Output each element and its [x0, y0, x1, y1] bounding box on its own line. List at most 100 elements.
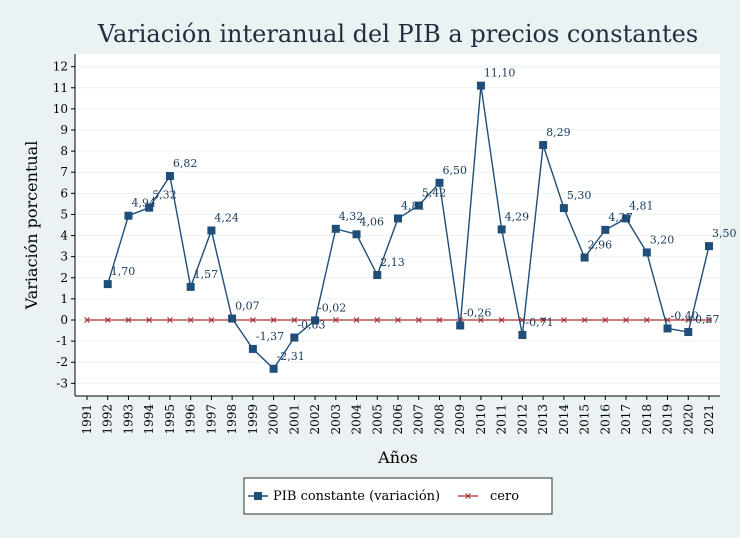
point-x-stroke	[436, 317, 443, 323]
x-tick-label: 2018	[640, 404, 654, 435]
point-pib	[352, 230, 361, 239]
point-x-stroke	[374, 317, 381, 323]
point-cero	[436, 317, 443, 323]
data-label: -1,37	[256, 330, 284, 343]
point-x-stroke	[540, 317, 547, 323]
x-tick-label: 2016	[598, 404, 612, 435]
point-x-stroke	[187, 317, 194, 323]
data-label: -0,83	[297, 319, 325, 332]
data-label: -0,71	[525, 316, 553, 329]
point-pib	[518, 330, 527, 339]
x-tick-label: 2014	[557, 404, 571, 435]
plot-area	[75, 54, 720, 396]
point-x-stroke	[498, 317, 505, 323]
legend: PIB constante (variación) cero	[243, 477, 553, 515]
x-tick-label: 2019	[661, 404, 675, 435]
point-pib	[622, 214, 631, 223]
x-tick-label: 2008	[432, 404, 446, 435]
point-cero	[270, 317, 277, 323]
data-label: 4,32	[339, 210, 364, 223]
point-pib	[290, 333, 299, 342]
point-cero	[125, 317, 132, 323]
data-label: 3,20	[650, 233, 675, 246]
point-x-stroke	[602, 317, 609, 323]
data-label: 6,82	[173, 157, 198, 170]
x-tick-label: 2003	[329, 404, 343, 435]
y-tick-label: -1	[56, 334, 68, 348]
data-label: 3,50	[712, 227, 737, 240]
x-tick-label: 2015	[578, 404, 592, 435]
y-tick-label: 5	[60, 207, 68, 221]
point-cero	[374, 317, 381, 323]
data-label: -0,26	[463, 306, 491, 319]
y-tick-label: -3	[56, 376, 68, 390]
data-label: 4,29	[505, 210, 529, 223]
data-label: 4,81	[629, 199, 654, 212]
data-label: 5,32	[152, 189, 177, 202]
point-pib	[684, 328, 693, 337]
point-x-stroke	[84, 317, 90, 323]
point-pib	[145, 203, 154, 212]
series-pib	[103, 81, 713, 373]
point-pib	[642, 248, 651, 257]
x-tick-label: 2020	[681, 404, 695, 435]
x-tick-label: 2004	[350, 404, 364, 435]
y-tick-label: -2	[56, 355, 68, 369]
point-pib	[705, 242, 713, 251]
point-cero	[208, 317, 215, 323]
x-axis: 1991 1992 1993 1994 1995 1996 1997 1998 1999 2000…	[75, 395, 720, 435]
x-tick-label: 1998	[225, 404, 239, 435]
data-label: 4,06	[360, 215, 385, 228]
point-pib	[124, 211, 133, 220]
x-tick-label: 1999	[246, 404, 260, 435]
point-x-stroke	[478, 317, 484, 323]
y-tick-label: 4	[60, 229, 68, 243]
point-pib	[601, 225, 610, 234]
legend-box	[243, 477, 553, 515]
data-label: 11,10	[484, 67, 516, 80]
y-tick-label: 1	[60, 292, 68, 306]
y-tick-label: 11	[53, 81, 68, 95]
point-pib	[103, 280, 112, 289]
point-cero	[706, 317, 712, 323]
data-label: -0,02	[318, 301, 346, 314]
point-x-stroke	[291, 317, 298, 323]
data-label: 1,70	[111, 265, 136, 278]
point-pib	[663, 324, 672, 333]
y-tick-label: 12	[53, 60, 68, 74]
point-pib	[476, 81, 485, 90]
x-tick-label: 1992	[101, 404, 115, 435]
point-cero	[623, 317, 629, 323]
x-tick-label: 2006	[391, 404, 405, 435]
x-tick-label: 1994	[142, 404, 156, 435]
x-axis-label: Años	[377, 448, 418, 467]
point-pib	[559, 204, 568, 213]
point-pib	[435, 178, 444, 187]
x-tick-label: 2017	[619, 404, 633, 435]
point-cero	[560, 317, 567, 323]
y-axis-label: Variación porcentual	[22, 141, 41, 311]
y-tick-label: 8	[60, 144, 68, 158]
point-x-stroke	[167, 317, 173, 323]
point-cero	[540, 317, 547, 323]
data-label: 0,07	[235, 300, 260, 313]
point-pib	[580, 253, 589, 262]
point-cero	[643, 317, 650, 323]
point-cero	[187, 317, 194, 323]
legend-marker-pib	[254, 492, 262, 500]
point-x-stroke	[332, 317, 339, 323]
point-x-stroke	[623, 317, 629, 323]
point-cero	[84, 317, 90, 323]
y-tick-label: 9	[60, 123, 68, 137]
point-cero	[104, 317, 111, 323]
x-tick-label: 2009	[453, 404, 467, 435]
point-x-stroke	[581, 317, 588, 323]
x-tick-label: 1995	[163, 404, 177, 435]
data-labels: 1,70 4,945,32 6,82 1,57 4,24 0,07 -1,37 -2,31 -0…	[111, 67, 737, 363]
x-tick-label: 2021	[702, 404, 716, 435]
point-pib	[165, 172, 174, 181]
data-label: 6,50	[442, 164, 467, 177]
data-label: 2,96	[588, 239, 613, 252]
point-x-stroke	[270, 317, 277, 323]
